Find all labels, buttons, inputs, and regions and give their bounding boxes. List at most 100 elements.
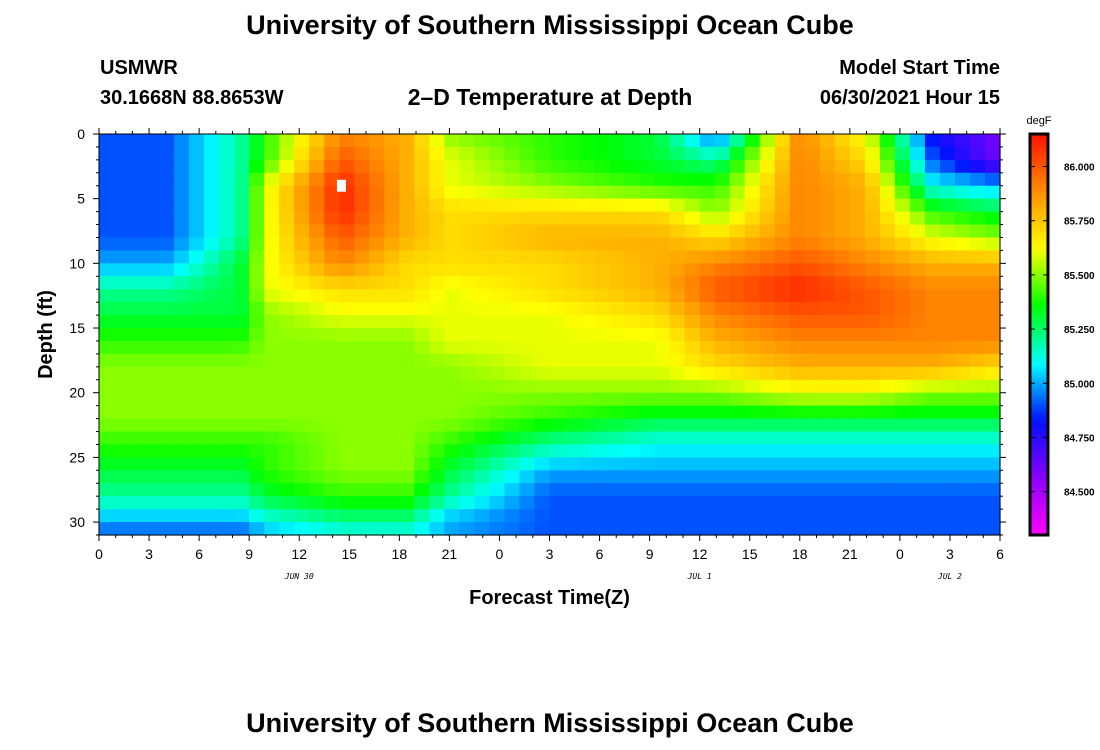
heatmap-cell <box>969 418 986 433</box>
heatmap-cell <box>564 224 581 239</box>
heatmap-cell <box>774 405 791 420</box>
heatmap-cell <box>564 470 581 484</box>
heatmap-cell <box>609 250 626 264</box>
heatmap-cell <box>594 431 611 446</box>
heatmap-cell <box>114 470 130 484</box>
heatmap-cell <box>699 328 716 342</box>
heatmap-cell <box>879 431 896 446</box>
heatmap-cell <box>444 159 460 174</box>
heatmap-cell <box>354 444 370 458</box>
heatmap-cell <box>369 470 385 484</box>
heatmap-cell <box>204 198 220 213</box>
heatmap-cell <box>489 172 506 187</box>
heatmap-cell <box>624 340 641 355</box>
heatmap-cell <box>504 276 521 290</box>
heatmap-cell <box>594 263 611 277</box>
heatmap-cell <box>609 457 626 471</box>
heatmap-cell <box>204 328 220 342</box>
heatmap-cell <box>744 470 761 484</box>
heatmap-cell <box>789 509 806 523</box>
heatmap-cell <box>534 457 551 471</box>
heatmap-cell <box>924 483 941 497</box>
heatmap-cell <box>954 522 971 536</box>
heatmap-cell <box>459 134 476 148</box>
heatmap-cell <box>504 289 521 303</box>
heatmap-cell <box>909 237 926 252</box>
heatmap-cell <box>609 418 626 433</box>
heatmap-cell <box>489 302 506 316</box>
heatmap-cell <box>534 276 551 290</box>
heatmap-cell <box>669 134 686 148</box>
heatmap-cell <box>579 134 596 148</box>
heatmap-cell <box>114 276 130 290</box>
heatmap-cell <box>369 224 385 239</box>
heatmap-cell <box>594 302 611 316</box>
heatmap-cell <box>534 379 551 394</box>
heatmap-cell <box>849 276 866 290</box>
heatmap-cell <box>744 276 761 290</box>
heatmap-cell <box>474 289 491 303</box>
heatmap-cell <box>684 289 701 303</box>
heatmap-cell <box>114 328 130 342</box>
heatmap-cell <box>174 353 190 368</box>
heatmap-cell <box>909 134 926 148</box>
heatmap-cell <box>789 470 806 484</box>
heatmap-cell <box>789 198 806 213</box>
heatmap-cell <box>324 483 340 497</box>
heatmap-cell <box>174 263 190 277</box>
heatmap-cell <box>624 302 641 316</box>
y-tick-label: 20 <box>69 385 85 401</box>
heatmap-cell <box>264 224 280 239</box>
heatmap-cell <box>204 211 220 226</box>
heatmap-cell <box>924 366 941 381</box>
heatmap-cell <box>534 198 551 213</box>
heatmap-cell <box>429 470 445 484</box>
heatmap-cell <box>504 328 521 342</box>
heatmap-cell <box>519 340 536 355</box>
heatmap-cell <box>969 431 986 446</box>
heatmap-cell <box>774 483 791 497</box>
heatmap-cell <box>819 340 836 355</box>
heatmap-cell <box>354 159 370 174</box>
heatmap-cell <box>399 315 415 329</box>
heatmap-cell <box>459 237 476 252</box>
heatmap-cell <box>819 496 836 510</box>
heatmap-cell <box>189 405 205 420</box>
heatmap-cell <box>114 146 130 161</box>
heatmap-cell <box>669 211 686 226</box>
heatmap-cell <box>804 159 821 174</box>
heatmap-cell <box>609 263 626 277</box>
heatmap-cell <box>609 483 626 497</box>
colorbar-tick-label: 85.250 <box>1064 325 1095 336</box>
heatmap-cell <box>894 418 911 433</box>
heatmap-cell <box>429 457 445 471</box>
heatmap-cell <box>639 328 656 342</box>
heatmap-cell <box>834 263 851 277</box>
heatmap-cell <box>624 224 641 239</box>
heatmap-cell <box>519 496 536 510</box>
heatmap-cell <box>204 250 220 264</box>
heatmap-cell <box>849 134 866 148</box>
heatmap-cell <box>804 392 821 407</box>
heatmap-cell <box>504 405 521 420</box>
heatmap-cell <box>324 263 340 277</box>
heatmap-cell <box>834 315 851 329</box>
heatmap-cell <box>774 146 791 161</box>
heatmap-cell <box>969 224 986 239</box>
heatmap-cell <box>834 211 851 226</box>
heatmap-cell <box>879 302 896 316</box>
heatmap-cell <box>309 185 325 200</box>
heatmap-cell <box>339 496 355 510</box>
heatmap-cell <box>129 276 145 290</box>
heatmap-cell <box>219 522 235 536</box>
heatmap-cell <box>144 444 160 458</box>
heatmap-cell <box>549 237 566 252</box>
heatmap-cell <box>384 237 400 252</box>
heatmap-cell <box>729 496 746 510</box>
heatmap-cell <box>939 418 956 433</box>
heatmap-cell <box>189 211 205 226</box>
heatmap-cell <box>594 185 611 200</box>
footer-title: University of Southern Mississippi Ocean… <box>246 708 854 738</box>
heatmap-cell <box>174 366 190 381</box>
heatmap-cell <box>399 159 415 174</box>
